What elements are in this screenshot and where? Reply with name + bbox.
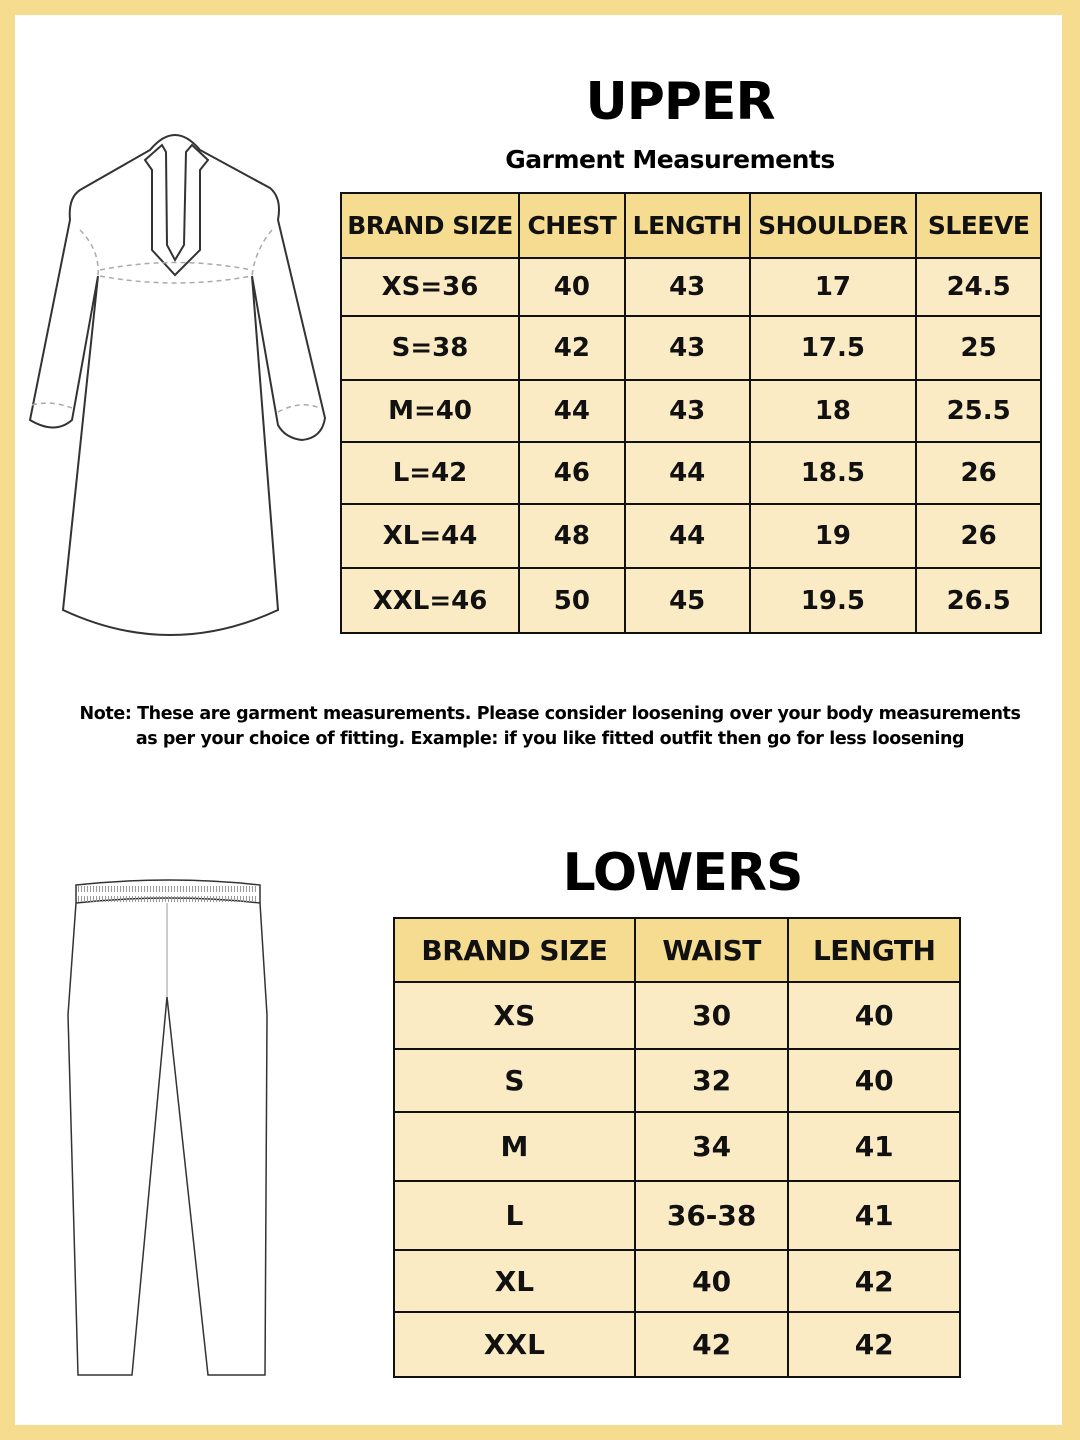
table-cell: XXL xyxy=(393,1311,636,1378)
table-cell: 18.5 xyxy=(748,441,918,505)
table-cell: 41 xyxy=(787,1180,961,1251)
table-cell: XXL=46 xyxy=(339,567,521,634)
table-cell: 40 xyxy=(787,1048,961,1113)
upper-title: UPPER xyxy=(585,72,775,132)
table-cell: 26.5 xyxy=(915,567,1042,634)
table-cell: 44 xyxy=(623,503,751,569)
header-cell: LENGTH xyxy=(623,192,751,259)
table-row: M 34 41 xyxy=(393,1111,961,1182)
table-cell: 34 xyxy=(633,1111,790,1182)
table-cell: 45 xyxy=(623,567,751,634)
table-cell: 18 xyxy=(748,379,918,443)
table-row: M=40 44 43 18 25.5 xyxy=(339,379,1042,443)
table-row: S=38 42 43 17.5 25 xyxy=(339,315,1042,381)
table-cell: M xyxy=(393,1111,636,1182)
table-cell: 48 xyxy=(518,503,626,569)
note-line: as per your choice of fitting. Example: … xyxy=(135,729,965,749)
table-cell: 43 xyxy=(623,315,751,381)
table-cell: 26 xyxy=(915,441,1042,505)
table-cell: 17.5 xyxy=(748,315,918,381)
table-cell: S=38 xyxy=(339,315,521,381)
table-cell: 24.5 xyxy=(915,257,1042,317)
lowers-header-row: BRAND SIZE WAIST LENGTH xyxy=(393,917,961,983)
table-cell: 30 xyxy=(633,981,790,1050)
table-cell: 43 xyxy=(623,379,751,443)
table-cell: 50 xyxy=(518,567,626,634)
upper-subtitle: Garment Measurements xyxy=(505,145,835,174)
table-cell: 25.5 xyxy=(915,379,1042,443)
table-cell: 44 xyxy=(518,379,626,443)
table-cell: 32 xyxy=(633,1048,790,1113)
table-cell: 26 xyxy=(915,503,1042,569)
table-cell: 42 xyxy=(787,1249,961,1313)
table-cell: XL=44 xyxy=(339,503,521,569)
upper-header-row: BRAND SIZE CHEST LENGTH SHOULDER SLEEVE xyxy=(339,192,1042,259)
table-cell: L=42 xyxy=(339,441,521,505)
table-cell: 42 xyxy=(518,315,626,381)
pants-illustration-icon xyxy=(67,879,268,1376)
table-cell: M=40 xyxy=(339,379,521,443)
table-cell: 40 xyxy=(518,257,626,317)
header-cell: BRAND SIZE xyxy=(393,917,636,983)
header-cell: SLEEVE xyxy=(915,192,1042,259)
table-cell: XL xyxy=(393,1249,636,1313)
table-cell: 44 xyxy=(623,441,751,505)
table-cell: 19 xyxy=(748,503,918,569)
table-row: XL=44 48 44 19 26 xyxy=(339,503,1042,569)
table-cell: XS xyxy=(393,981,636,1050)
note-line: Note: These are garment measurements. Pl… xyxy=(79,704,1021,724)
table-cell: 19.5 xyxy=(748,567,918,634)
table-row: XL 40 42 xyxy=(393,1249,961,1313)
table-cell: 43 xyxy=(623,257,751,317)
header-cell: LENGTH xyxy=(787,917,961,983)
table-row: XXL 42 42 xyxy=(393,1311,961,1378)
table-cell: L xyxy=(393,1180,636,1251)
header-cell: BRAND SIZE xyxy=(339,192,521,259)
header-cell: SHOULDER xyxy=(748,192,918,259)
table-cell: S xyxy=(393,1048,636,1113)
table-cell: 40 xyxy=(633,1249,790,1313)
table-cell: 36-38 xyxy=(633,1180,790,1251)
upper-size-table: BRAND SIZE CHEST LENGTH SHOULDER SLEEVE XS=3… xyxy=(339,192,1042,634)
table-row: XXL=46 50 45 19.5 26.5 xyxy=(339,567,1042,634)
table-row: XS 30 40 xyxy=(393,981,961,1050)
table-cell: 40 xyxy=(787,981,961,1050)
table-cell: 25 xyxy=(915,315,1042,381)
kurta-illustration-icon xyxy=(28,134,327,636)
table-cell: 46 xyxy=(518,441,626,505)
table-cell: 17 xyxy=(748,257,918,317)
table-row: L 36-38 41 xyxy=(393,1180,961,1251)
note-text: Note: These are garment measurements. Pl… xyxy=(60,702,1040,752)
table-cell: XS=36 xyxy=(339,257,521,317)
lowers-title: LOWERS xyxy=(562,843,804,903)
table-row: XS=36 40 43 17 24.5 xyxy=(339,257,1042,317)
table-row: S 32 40 xyxy=(393,1048,961,1113)
table-cell: 42 xyxy=(787,1311,961,1378)
table-cell: 41 xyxy=(787,1111,961,1182)
header-cell: CHEST xyxy=(518,192,626,259)
lowers-size-table: BRAND SIZE WAIST LENGTH XS 30 40 S 32 40 M 34 41 L 3… xyxy=(393,917,961,1378)
header-cell: WAIST xyxy=(633,917,790,983)
table-cell: 42 xyxy=(633,1311,790,1378)
table-row: L=42 46 44 18.5 26 xyxy=(339,441,1042,505)
